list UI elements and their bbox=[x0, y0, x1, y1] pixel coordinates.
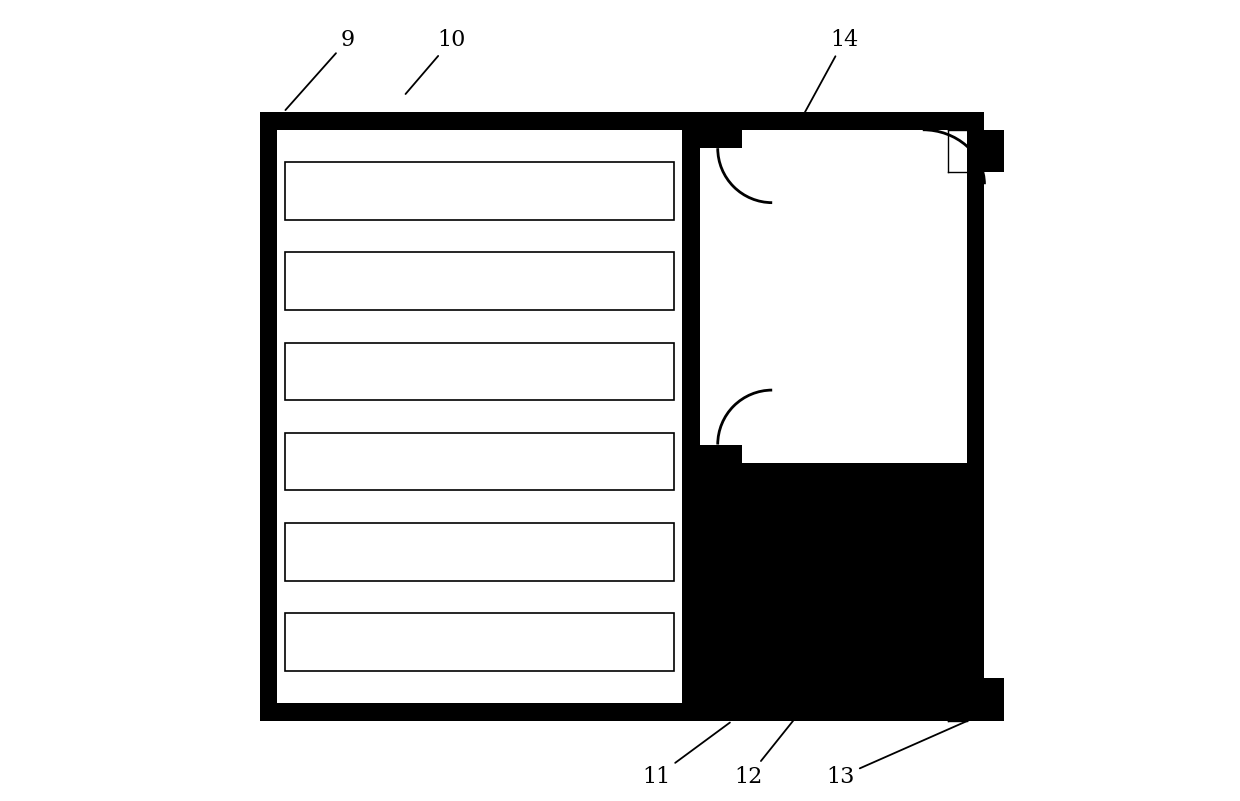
Bar bbox=[967, 130, 1004, 172]
Bar bbox=[285, 433, 675, 490]
Bar bbox=[724, 130, 742, 148]
Bar bbox=[967, 678, 1004, 721]
Bar bbox=[259, 112, 278, 721]
Text: 14: 14 bbox=[797, 29, 858, 126]
Bar bbox=[742, 130, 967, 148]
Bar bbox=[682, 463, 985, 721]
Bar bbox=[285, 613, 675, 670]
Bar bbox=[285, 523, 675, 581]
Text: 10: 10 bbox=[405, 29, 466, 94]
Bar bbox=[724, 445, 742, 463]
Bar bbox=[682, 112, 701, 721]
Bar bbox=[682, 112, 985, 130]
Bar bbox=[285, 343, 675, 400]
Bar bbox=[967, 112, 985, 721]
Bar bbox=[259, 112, 701, 130]
Text: 12: 12 bbox=[734, 719, 795, 788]
Text: 9: 9 bbox=[285, 29, 355, 110]
Bar bbox=[259, 703, 701, 721]
Text: 11: 11 bbox=[642, 723, 730, 788]
Bar bbox=[285, 163, 675, 220]
Bar bbox=[682, 445, 742, 463]
Bar bbox=[278, 130, 682, 703]
Bar bbox=[682, 130, 742, 148]
Text: 13: 13 bbox=[826, 718, 973, 788]
Bar bbox=[285, 252, 675, 310]
Bar bbox=[742, 463, 967, 703]
Bar bbox=[742, 148, 967, 445]
